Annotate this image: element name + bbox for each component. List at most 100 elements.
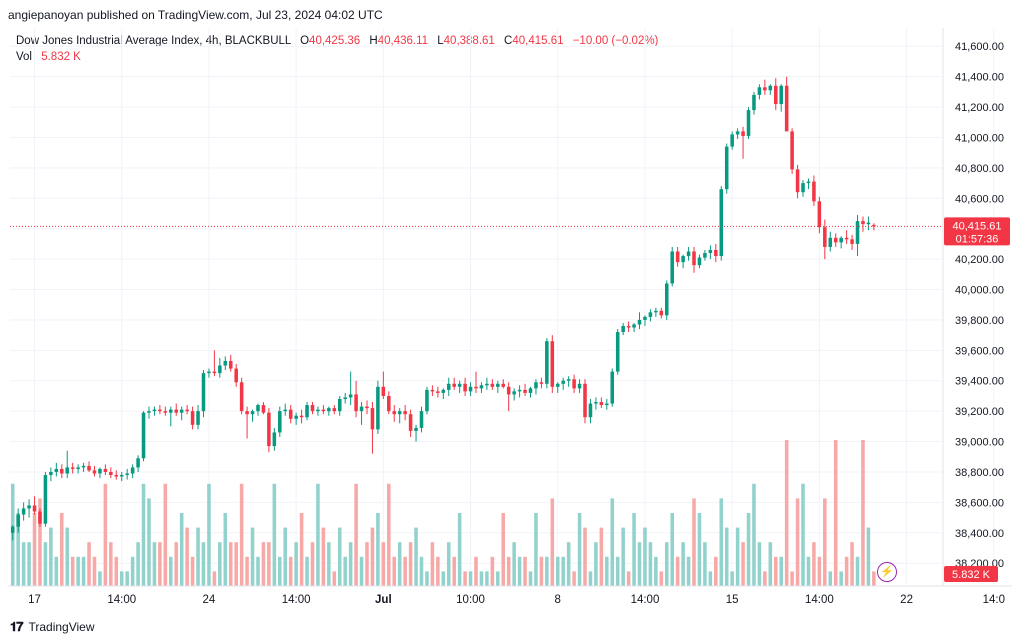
- volume-bar: [468, 571, 473, 586]
- grid-lines: [10, 28, 995, 586]
- price-tick-label: 38,400.00: [955, 528, 1004, 540]
- candle-body: [250, 411, 255, 415]
- candle-body: [21, 508, 26, 515]
- volume-bar: [550, 498, 555, 586]
- volume-bar: [185, 527, 189, 586]
- volume-bar: [305, 556, 309, 586]
- volume-bar: [381, 542, 386, 586]
- candle-body: [545, 341, 549, 384]
- candle-body: [125, 473, 129, 476]
- candle-body: [98, 468, 102, 474]
- candle-body: [152, 409, 157, 412]
- volume-bar: [588, 571, 593, 586]
- candle-body: [92, 470, 97, 474]
- candle-body: [419, 411, 424, 428]
- candle-body: [223, 360, 228, 366]
- time-axis[interactable]: 17 14:00 24 14:00 Jul 10:00 8 14:00 15 14:00 22 14:…: [28, 594, 1005, 606]
- price-axis[interactable]: 38,200.0038,400.0038,600.0038,800.0039,0…: [955, 41, 1004, 570]
- volume-bar: [539, 556, 544, 586]
- volume-bar: [773, 556, 778, 586]
- vol-label[interactable]: Vol: [16, 51, 32, 63]
- candle-body: [523, 389, 527, 393]
- candle-body: [714, 249, 718, 257]
- candle-body: [310, 405, 315, 412]
- vol-value: 5.832 K: [41, 51, 81, 63]
- volume-bar: [98, 571, 102, 586]
- volume-bar: [506, 556, 511, 586]
- volume-bar: [152, 542, 157, 586]
- candle-body: [387, 395, 391, 412]
- candle-body: [779, 85, 783, 105]
- volume-bar: [392, 556, 397, 586]
- price-tick-label: 39,800.00: [955, 315, 1004, 327]
- candle-body: [185, 409, 189, 412]
- candle-body: [485, 383, 489, 386]
- time-tick-label: 14:00: [805, 594, 834, 606]
- volume-bar: [201, 542, 206, 586]
- volume-bar: [403, 556, 407, 586]
- candle-body: [272, 432, 277, 447]
- volume-bar: [288, 556, 293, 586]
- candle-body: [408, 414, 413, 431]
- volume-bar: [501, 513, 506, 586]
- volume-bar: [692, 498, 696, 586]
- volume-bar: [446, 542, 451, 586]
- time-tick-label: 24: [203, 594, 216, 606]
- candle-body: [32, 505, 37, 512]
- candle-body: [534, 382, 538, 389]
- volume-bar: [141, 483, 146, 586]
- price-tick-label: 40,200.00: [955, 254, 1004, 266]
- symbol-title[interactable]: Dow Jones Industrial Average Index, 4h, …: [16, 35, 291, 47]
- volume-bar: [359, 556, 364, 586]
- candle-body: [327, 408, 331, 412]
- footer-logo-text: TradingView: [28, 620, 95, 634]
- candle-body: [512, 391, 516, 395]
- candle-body: [392, 411, 397, 415]
- time-tick-label: 14:00: [107, 594, 136, 606]
- volume-bar: [316, 483, 320, 586]
- volume-bar: [441, 571, 446, 586]
- candle-body: [141, 412, 146, 459]
- volume-bar: [528, 571, 533, 586]
- lightning-icon[interactable]: ⚡: [877, 562, 897, 582]
- volume-bar: [675, 556, 680, 586]
- time-tick-label: 22: [900, 594, 913, 606]
- volume-bar: [408, 542, 413, 586]
- volume-bar: [419, 556, 424, 586]
- candle-body: [501, 383, 506, 387]
- candle-body: [643, 316, 647, 320]
- volume-bar: [147, 498, 151, 586]
- candle-body: [506, 386, 511, 395]
- candle-body: [632, 324, 636, 328]
- volume-bar: [70, 556, 75, 586]
- volume-bar: [719, 498, 724, 586]
- low-label: L: [437, 35, 444, 47]
- chart-legend: Dow Jones Industrial Average Index, 4h, …: [16, 33, 658, 65]
- price-tick-label: 40,800.00: [955, 163, 1004, 175]
- candle-body: [735, 131, 740, 135]
- volume-bar: [27, 542, 31, 586]
- candle-body: [823, 227, 827, 247]
- volume-bar: [387, 483, 391, 586]
- price-tick-label: 41,600.00: [955, 41, 1004, 53]
- candle-body: [370, 408, 375, 430]
- candle-body: [812, 181, 816, 202]
- candle-body: [577, 383, 582, 389]
- volume-bar: [844, 556, 849, 586]
- volume-bar: [119, 571, 124, 586]
- volume-bar: [757, 542, 762, 586]
- candle-body: [703, 253, 707, 258]
- candle-body: [855, 221, 860, 244]
- candle-body: [81, 465, 86, 468]
- candle-body: [468, 386, 473, 392]
- volume-bar: [76, 556, 80, 586]
- volume-bar: [125, 571, 129, 586]
- volume-bar: [681, 542, 685, 586]
- candle-body: [114, 475, 119, 477]
- time-tick-label: 15: [726, 594, 739, 606]
- tradingview-logo-icon: 𝟏𝟕: [10, 619, 24, 634]
- volume-bar: [485, 571, 489, 586]
- candle-body: [741, 131, 745, 136]
